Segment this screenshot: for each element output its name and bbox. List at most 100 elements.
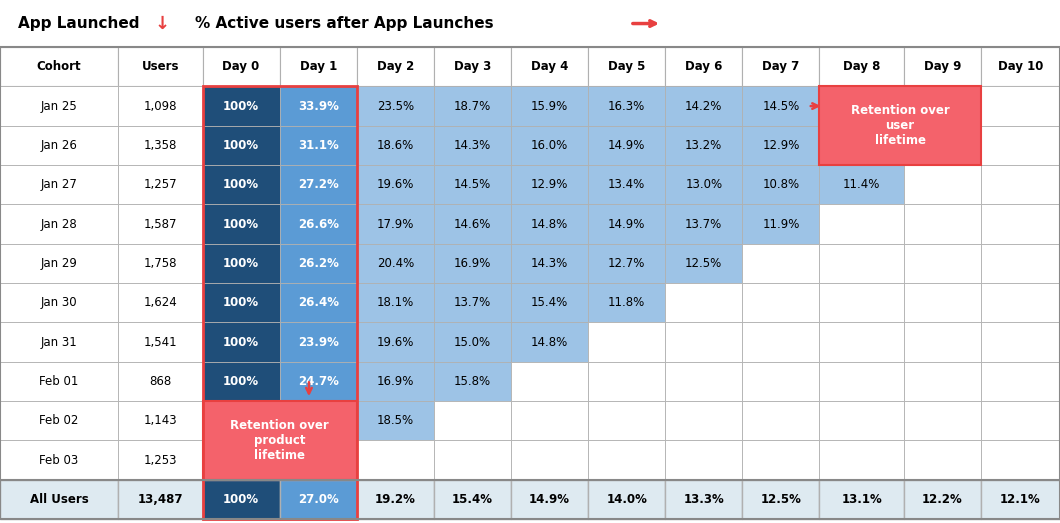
Text: 12.5%: 12.5% — [685, 257, 722, 270]
Bar — [202, 47, 280, 86]
Bar — [0, 244, 119, 283]
Bar — [904, 283, 980, 322]
Bar — [511, 480, 588, 519]
Bar — [280, 86, 357, 126]
Bar — [0, 165, 119, 204]
Bar — [202, 401, 280, 440]
Text: Jan 27: Jan 27 — [40, 178, 77, 191]
Bar — [280, 440, 357, 480]
Text: 11.9%: 11.9% — [762, 218, 799, 231]
Bar — [0, 440, 119, 480]
Text: Day 6: Day 6 — [685, 60, 723, 73]
Bar — [434, 204, 511, 244]
Text: 23.9%: 23.9% — [298, 336, 338, 348]
Text: 16.9%: 16.9% — [376, 375, 414, 388]
Text: 12.9%: 12.9% — [531, 178, 568, 191]
Bar — [202, 283, 280, 322]
Text: 10.8%: 10.8% — [762, 178, 799, 191]
Text: 1,541: 1,541 — [143, 336, 177, 348]
Text: 13.3%: 13.3% — [684, 493, 724, 506]
Text: 100%: 100% — [223, 218, 259, 231]
Bar — [119, 480, 202, 519]
Text: 1,257: 1,257 — [143, 178, 177, 191]
Text: 26.2%: 26.2% — [298, 257, 338, 270]
Text: 14.9%: 14.9% — [608, 218, 646, 231]
Bar — [0, 401, 119, 440]
Bar — [819, 480, 904, 519]
Bar — [904, 322, 980, 362]
Text: ↓: ↓ — [155, 15, 170, 32]
Bar — [742, 480, 819, 519]
Bar — [357, 283, 434, 322]
Text: 14.2%: 14.2% — [685, 99, 723, 112]
Bar — [980, 283, 1060, 322]
Bar — [819, 86, 980, 165]
Bar — [0, 86, 119, 126]
Bar — [588, 322, 666, 362]
Text: 18.7%: 18.7% — [454, 99, 491, 112]
Bar — [980, 440, 1060, 480]
Text: 14.3%: 14.3% — [531, 257, 568, 270]
Bar — [280, 283, 357, 322]
Text: 1,624: 1,624 — [143, 296, 177, 309]
Text: % Active users after App Launches: % Active users after App Launches — [195, 16, 494, 31]
Text: 12.1%: 12.1% — [1000, 493, 1041, 506]
Bar — [666, 47, 742, 86]
Bar — [588, 47, 666, 86]
Text: 14.3%: 14.3% — [454, 139, 491, 152]
Bar — [434, 401, 511, 440]
Bar — [202, 401, 357, 480]
Bar — [280, 244, 357, 283]
Text: 100%: 100% — [223, 178, 259, 191]
Bar — [819, 440, 904, 480]
Text: 12.2%: 12.2% — [922, 493, 962, 506]
Bar — [819, 86, 904, 126]
Bar — [202, 440, 280, 480]
Text: Jan 28: Jan 28 — [40, 218, 77, 231]
Bar — [0, 204, 119, 244]
Bar — [904, 362, 980, 401]
Text: 15.9%: 15.9% — [531, 99, 568, 112]
Text: 11.8%: 11.8% — [608, 296, 646, 309]
Text: Jan 30: Jan 30 — [40, 296, 77, 309]
Bar — [742, 362, 819, 401]
Bar — [511, 362, 588, 401]
Bar — [202, 204, 280, 244]
Bar — [280, 47, 357, 86]
Bar — [202, 244, 280, 283]
Text: 19.6%: 19.6% — [376, 336, 414, 348]
Text: 14.5%: 14.5% — [454, 178, 491, 191]
Text: 14.9%: 14.9% — [529, 493, 570, 506]
Bar — [819, 204, 904, 244]
Bar — [434, 86, 511, 126]
Text: 33.9%: 33.9% — [298, 99, 338, 112]
Bar — [280, 480, 357, 519]
Text: 14.0%: 14.0% — [606, 493, 647, 506]
Bar — [666, 86, 742, 126]
Text: Day 7: Day 7 — [762, 60, 799, 73]
Bar — [980, 244, 1060, 283]
Bar — [742, 86, 819, 126]
Bar — [357, 244, 434, 283]
Text: Day 3: Day 3 — [454, 60, 491, 73]
Text: Day 9: Day 9 — [923, 60, 961, 73]
Bar — [202, 126, 280, 165]
Text: Retention over
user
lifetime: Retention over user lifetime — [851, 104, 950, 147]
Text: 15.4%: 15.4% — [452, 493, 493, 506]
Bar — [588, 480, 666, 519]
Text: 1,758: 1,758 — [144, 257, 177, 270]
Bar — [434, 362, 511, 401]
Bar — [904, 244, 980, 283]
Bar — [819, 47, 904, 86]
Text: 13,487: 13,487 — [138, 493, 183, 506]
Bar — [588, 204, 666, 244]
Bar — [904, 480, 980, 519]
Text: 26.4%: 26.4% — [298, 296, 339, 309]
Bar — [434, 244, 511, 283]
Text: 100%: 100% — [223, 414, 259, 427]
Bar — [904, 126, 980, 165]
Bar — [119, 322, 202, 362]
Text: 1,143: 1,143 — [143, 414, 177, 427]
Bar — [280, 204, 357, 244]
Text: Users: Users — [142, 60, 179, 73]
